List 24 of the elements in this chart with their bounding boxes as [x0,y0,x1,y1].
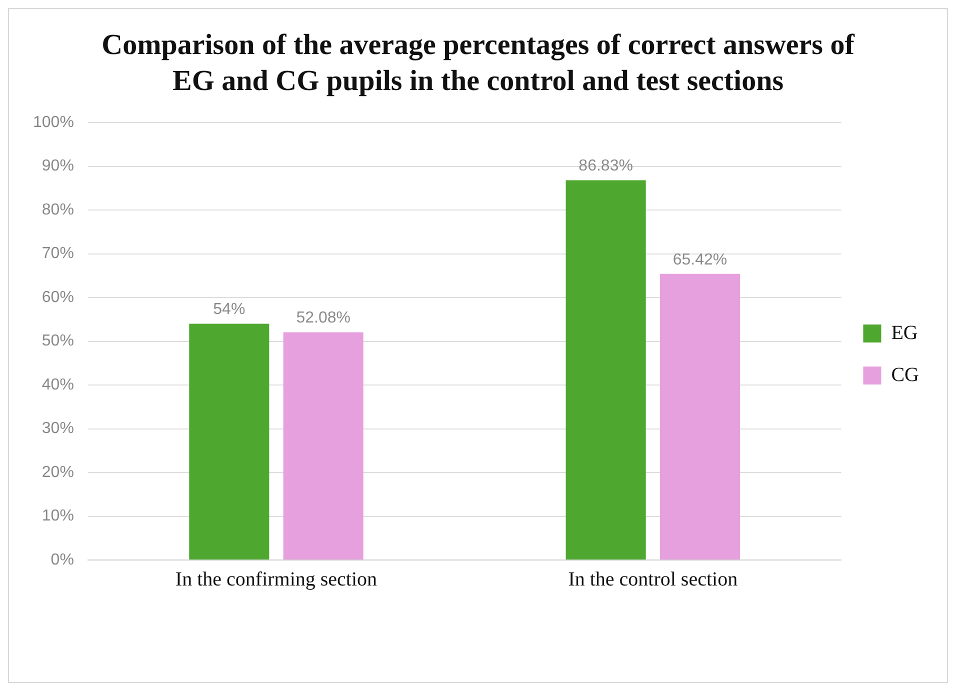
y-tick-label: 70% [42,245,74,262]
bar [660,274,740,560]
y-tick-label: 60% [42,288,74,306]
x-tick-label: In the control section [568,568,738,590]
chart-title: Comparison of the average percentages of correct answers of EG and CG pupils in the control and test sections [100,28,856,99]
data-label: 54% [213,301,246,318]
data-label: 65.42% [672,251,728,268]
x-tick-label: In the confirming section [175,568,378,590]
bar [189,324,270,560]
y-tick-label: 40% [42,376,74,394]
y-tick-label: 30% [42,420,74,438]
legend-label: CG [891,364,920,386]
y-tick-label: 10% [42,508,74,525]
y-tick-label: 20% [42,464,74,481]
y-tick-label: 90% [42,158,74,175]
bar [283,332,364,560]
y-tick-label: 80% [42,201,74,218]
y-tick-label: 0% [50,551,74,568]
data-label: 52.08% [296,310,350,327]
y-tick-label: 100% [33,114,74,132]
legend-label: EG [891,322,918,344]
bar [566,180,646,560]
y-tick-label: 50% [42,332,74,350]
data-label: 86.83% [578,158,633,175]
